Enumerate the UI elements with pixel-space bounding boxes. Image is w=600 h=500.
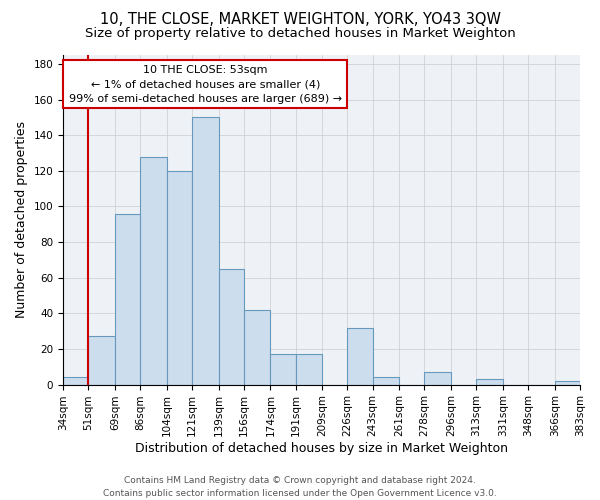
Bar [218,269,244,384]
Y-axis label: Number of detached properties: Number of detached properties [15,122,28,318]
Bar [424,372,451,384]
Text: 10 THE CLOSE: 53sqm
← 1% of detached houses are smaller (4)
99% of semi-detached: 10 THE CLOSE: 53sqm ← 1% of detached hou… [68,64,342,104]
Bar [192,118,218,384]
Bar [115,214,140,384]
Bar [296,354,322,384]
Text: 10, THE CLOSE, MARKET WEIGHTON, YORK, YO43 3QW: 10, THE CLOSE, MARKET WEIGHTON, YORK, YO… [100,12,500,28]
Bar [476,380,503,384]
Text: Contains HM Land Registry data © Crown copyright and database right 2024.
Contai: Contains HM Land Registry data © Crown c… [103,476,497,498]
Text: Size of property relative to detached houses in Market Weighton: Size of property relative to detached ho… [85,28,515,40]
Bar [555,381,580,384]
Bar [167,171,192,384]
Bar [244,310,271,384]
Bar [347,328,373,384]
FancyBboxPatch shape [63,60,347,108]
Bar [88,336,115,384]
Bar [140,156,167,384]
X-axis label: Distribution of detached houses by size in Market Weighton: Distribution of detached houses by size … [135,442,508,455]
Bar [373,378,399,384]
Bar [63,378,88,384]
Bar [271,354,296,384]
